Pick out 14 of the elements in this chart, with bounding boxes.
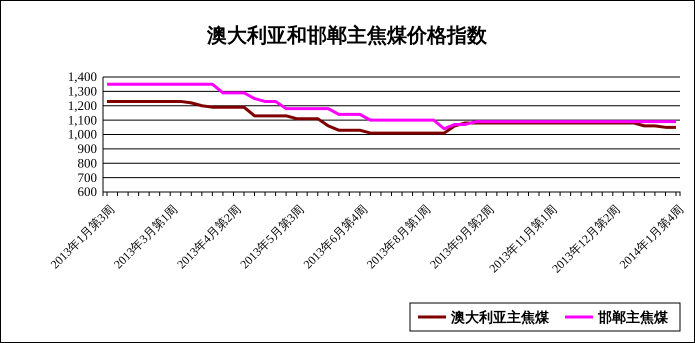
line-series xyxy=(106,82,678,130)
y-tick-label: 1,300 xyxy=(68,84,97,99)
legend-label: 邯郸主焦煤 xyxy=(597,309,669,326)
chart-title: 澳大利亚和邯郸主焦煤价格指数 xyxy=(206,24,488,47)
y-tick-label: 1,000 xyxy=(68,126,97,142)
y-tick-label: 1,200 xyxy=(68,98,97,113)
line-series xyxy=(106,100,678,135)
y-tick-label: 900 xyxy=(78,141,97,156)
y-tick-label: 600 xyxy=(78,184,97,200)
y-tick-label: 800 xyxy=(78,155,97,170)
legend-label: 澳大利亚主焦煤 xyxy=(450,309,550,326)
y-tick-label: 700 xyxy=(78,170,97,185)
y-tick-label: 1,400 xyxy=(68,69,97,84)
y-tick-label: 1,100 xyxy=(68,112,97,128)
